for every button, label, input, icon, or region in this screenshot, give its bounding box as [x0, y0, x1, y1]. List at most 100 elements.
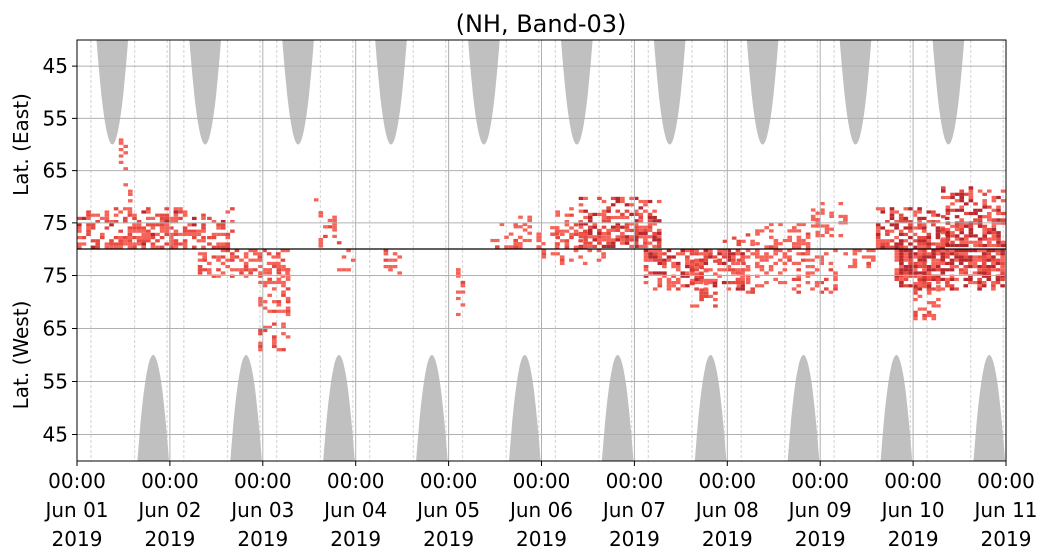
activity-cell	[657, 271, 663, 275]
activity-cell	[968, 234, 974, 238]
activity-cell	[899, 271, 904, 275]
activity-cell	[513, 225, 519, 229]
activity-cell	[931, 304, 937, 308]
activity-cell	[643, 268, 649, 272]
activity-cell	[996, 211, 1001, 216]
activity-cell	[921, 223, 927, 227]
activity-cell	[936, 297, 941, 302]
activity-cell	[708, 249, 713, 253]
activity-cell	[778, 242, 783, 246]
activity-cell	[917, 284, 923, 288]
activity-cell	[810, 287, 815, 291]
activity-cell	[657, 277, 663, 281]
activity-cell	[964, 211, 969, 216]
activity-cell	[810, 258, 815, 262]
activity-cell	[508, 232, 514, 236]
activity-cell	[935, 252, 941, 256]
activity-cell	[225, 232, 231, 236]
activity-cell	[554, 226, 560, 230]
activity-cell	[169, 232, 174, 236]
activity-cell	[945, 281, 950, 285]
activity-cell	[564, 239, 570, 243]
activity-cell	[782, 238, 788, 243]
activity-cell	[383, 258, 389, 262]
activity-cell	[852, 261, 858, 265]
activity-cell	[814, 268, 820, 272]
activity-cell	[968, 255, 973, 259]
activity-cell	[940, 255, 946, 259]
activity-cell	[782, 252, 788, 256]
activity-cell	[944, 239, 950, 243]
activity-cell	[908, 271, 913, 275]
activity-cell	[941, 240, 946, 244]
activity-cell	[838, 234, 844, 238]
activity-cell	[768, 255, 774, 259]
activity-cell	[833, 287, 838, 291]
activity-cell	[285, 268, 291, 272]
activity-cell	[578, 196, 584, 200]
activity-cell	[169, 236, 174, 240]
activity-cell	[583, 245, 588, 249]
activity-cell	[889, 245, 895, 249]
activity-cell	[169, 220, 174, 224]
activity-cell	[931, 213, 936, 217]
activity-cell	[648, 271, 653, 275]
activity-cell	[336, 241, 342, 245]
activity-cell	[285, 312, 291, 317]
activity-cell	[656, 235, 662, 239]
activity-cell	[833, 249, 838, 253]
activity-cell	[963, 252, 969, 256]
activity-cell	[880, 239, 886, 243]
activity-cell	[230, 229, 235, 233]
activity-cell	[633, 235, 639, 239]
activity-cell	[192, 229, 197, 233]
activity-cell	[908, 252, 913, 256]
activity-cell	[894, 220, 899, 224]
x-tick-label-line: Jun 10	[880, 498, 945, 522]
activity-cell	[680, 284, 686, 288]
activity-cell	[159, 226, 165, 230]
activity-cell	[987, 227, 992, 232]
activity-cell	[736, 239, 742, 243]
activity-cell	[456, 296, 461, 301]
activity-cell	[922, 261, 927, 265]
activity-cell	[132, 213, 137, 217]
activity-cell	[913, 291, 918, 295]
activity-cell	[912, 284, 918, 288]
activity-cell	[666, 281, 672, 285]
activity-cell	[941, 195, 946, 200]
activity-cell	[81, 242, 87, 246]
activity-cell	[657, 284, 663, 288]
activity-cell	[824, 227, 830, 231]
activity-cell	[894, 236, 899, 240]
activity-cell	[875, 229, 881, 233]
activity-cell	[977, 284, 982, 288]
activity-cell	[944, 216, 950, 220]
activity-cell	[926, 268, 932, 272]
activity-cell	[982, 215, 987, 219]
activity-cell	[266, 252, 272, 256]
activity-cell	[77, 242, 82, 246]
x-tick-label-line: 00:00	[48, 469, 106, 493]
activity-cell	[392, 265, 398, 269]
activity-cell	[610, 228, 616, 232]
activity-cell	[127, 242, 133, 246]
activity-cell	[740, 252, 745, 256]
activity-cell	[327, 218, 333, 222]
activity-cell	[986, 265, 992, 269]
activity-cell	[703, 255, 709, 259]
activity-cell	[903, 207, 909, 211]
activity-cell	[281, 290, 286, 294]
activity-cell	[541, 252, 547, 256]
activity-cell	[894, 271, 900, 275]
activity-cell	[941, 189, 946, 193]
activity-cell	[1000, 252, 1005, 256]
activity-cell	[769, 229, 774, 233]
activity-cell	[276, 271, 282, 275]
activity-cell	[234, 255, 240, 259]
activity-cell	[977, 249, 982, 253]
activity-cell	[972, 265, 978, 269]
activity-cell	[690, 304, 695, 308]
activity-cell	[810, 214, 816, 218]
